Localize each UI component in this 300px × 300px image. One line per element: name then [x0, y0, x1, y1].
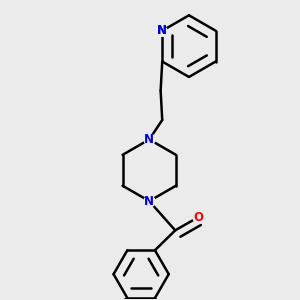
- Text: N: N: [157, 24, 167, 37]
- Text: O: O: [193, 211, 203, 224]
- Text: N: N: [157, 24, 167, 37]
- Text: N: N: [144, 133, 154, 146]
- Text: N: N: [144, 195, 154, 208]
